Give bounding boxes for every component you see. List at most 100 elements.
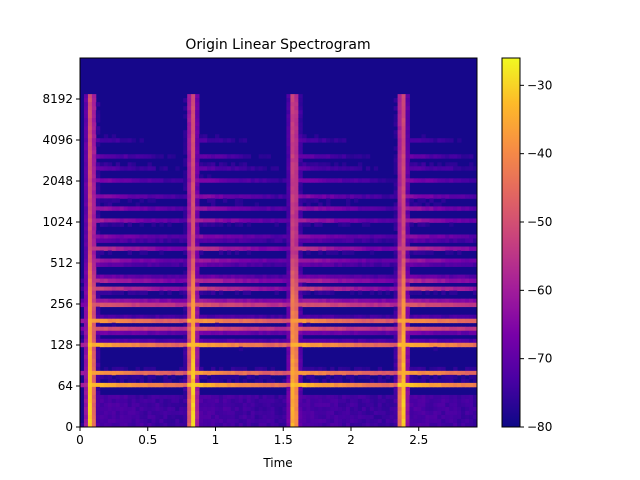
heatmap-cell [290, 162, 295, 167]
heatmap-cell [195, 102, 200, 107]
heatmap-cell [461, 374, 466, 380]
heatmap-cell [298, 314, 303, 320]
heatmap-cell [457, 382, 462, 388]
heatmap-cell [167, 398, 172, 404]
heatmap-cell [115, 366, 121, 372]
heatmap-cell [318, 246, 323, 251]
heatmap-cell [377, 278, 383, 284]
heatmap-cell [353, 154, 359, 159]
heatmap-cell [290, 418, 295, 424]
heatmap-cell [155, 154, 160, 159]
heatmap-cell [131, 138, 136, 143]
heatmap-cell [195, 410, 200, 416]
heatmap-cell [270, 274, 275, 279]
heatmap-cell [298, 298, 303, 304]
heatmap-cell [218, 162, 224, 167]
heatmap-cell [226, 138, 232, 143]
heatmap-cell [258, 278, 264, 284]
heatmap-cell [401, 370, 406, 376]
heatmap-cell [373, 338, 379, 344]
heatmap-cell [286, 166, 291, 171]
heatmap-cell [99, 318, 105, 324]
heatmap-cell [397, 118, 402, 123]
heatmap-cell [465, 406, 470, 412]
heatmap-cell [107, 326, 113, 332]
heatmap-cell [203, 194, 208, 199]
heatmap-cell [222, 422, 228, 427]
heatmap-cell [203, 234, 208, 239]
heatmap-cell [389, 402, 395, 408]
heatmap-cell [425, 382, 430, 388]
heatmap-cell [226, 406, 232, 412]
heatmap-cell [326, 422, 331, 427]
heatmap-cell [214, 410, 220, 416]
heatmap-cell [262, 258, 267, 263]
heatmap-cell [143, 194, 148, 199]
heatmap-cell [298, 154, 303, 159]
heatmap-cell [361, 298, 367, 304]
heatmap-cell [195, 366, 200, 372]
heatmap-cell [234, 278, 240, 284]
heatmap-cell [238, 398, 244, 404]
heatmap-cell [262, 398, 267, 404]
heatmap-cell [199, 154, 204, 159]
heatmap-cell [322, 262, 327, 267]
heatmap-cell [234, 422, 240, 427]
heatmap-cell [183, 226, 188, 231]
heatmap-cell [195, 118, 200, 123]
heatmap-cell [349, 382, 355, 388]
heatmap-cell [314, 134, 319, 139]
heatmap-cell [465, 258, 470, 263]
heatmap-cell [135, 370, 140, 376]
heatmap-cell [87, 186, 93, 191]
heatmap-cell [401, 294, 406, 300]
heatmap-cell [318, 278, 323, 284]
heatmap-cell [211, 414, 216, 420]
heatmap-cell [91, 414, 97, 420]
heatmap-cell [147, 378, 152, 384]
heatmap-cell [318, 222, 323, 227]
heatmap-cell [258, 394, 264, 400]
heatmap-cell [306, 274, 311, 279]
heatmap-cell [365, 258, 371, 263]
heatmap-cell [417, 286, 422, 292]
heatmap-cell [242, 194, 248, 199]
heatmap-cell [230, 326, 236, 332]
heatmap-cell [286, 182, 291, 187]
heatmap-cell [349, 274, 355, 279]
heatmap-cell [465, 314, 470, 320]
heatmap-cell [457, 406, 462, 412]
heatmap-cell [405, 162, 410, 167]
heatmap-cell [139, 154, 144, 159]
heatmap-cell [405, 214, 410, 219]
heatmap-cell [234, 410, 240, 416]
heatmap-cell [274, 410, 279, 416]
heatmap-cell [195, 282, 200, 288]
heatmap-cell [143, 278, 148, 284]
heatmap-cell [187, 122, 192, 127]
heatmap-cell [453, 206, 458, 211]
heatmap-cell [99, 162, 105, 167]
heatmap-cell [214, 394, 220, 400]
heatmap-cell [214, 278, 220, 284]
heatmap-cell [95, 194, 101, 199]
heatmap-cell [95, 214, 101, 219]
heatmap-cell [465, 246, 470, 251]
heatmap-cell [345, 418, 351, 424]
heatmap-cell [191, 274, 196, 279]
heatmap-cell [151, 262, 156, 267]
heatmap-cell [187, 354, 192, 360]
heatmap-cell [330, 166, 335, 171]
heatmap-cell [453, 286, 458, 292]
heatmap-cell [151, 258, 156, 263]
heatmap-cell [183, 250, 188, 255]
heatmap-cell [183, 334, 188, 340]
heatmap-cell [286, 282, 291, 288]
heatmap-cell [361, 370, 367, 376]
heatmap-cell [294, 194, 299, 199]
heatmap-cell [274, 314, 279, 320]
heatmap-cell [254, 402, 260, 408]
heatmap-cell [195, 150, 200, 155]
heatmap-cell [433, 406, 438, 412]
heatmap-cell [83, 362, 89, 368]
